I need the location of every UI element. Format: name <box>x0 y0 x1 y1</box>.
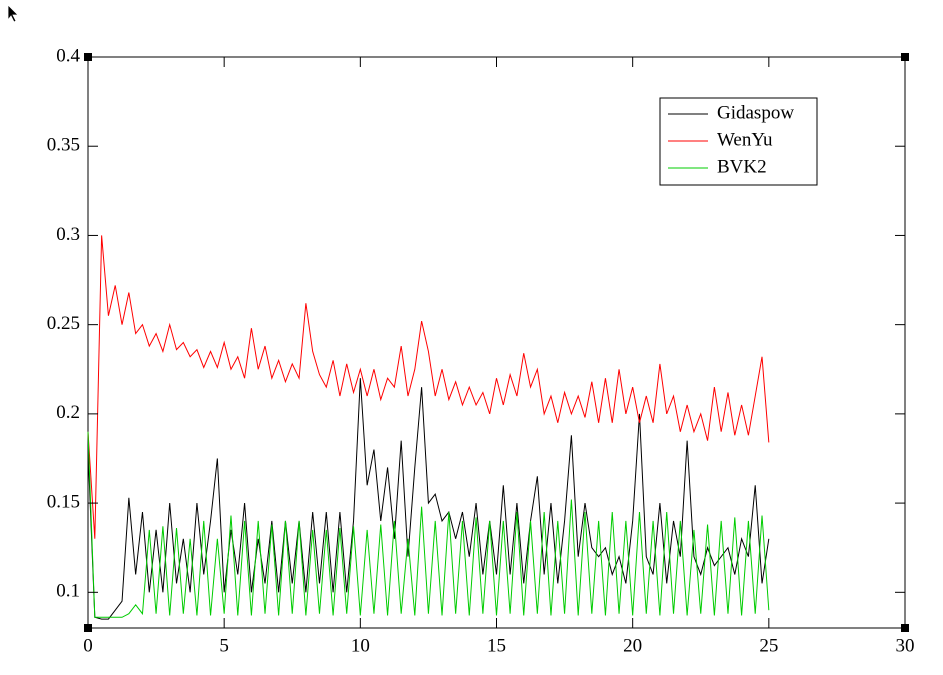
x-tick-label: 20 <box>623 635 642 656</box>
y-tick-label: 0.4 <box>56 45 80 66</box>
legend-box <box>659 97 818 186</box>
y-tick-label: 0.25 <box>47 313 80 334</box>
series-line <box>87 431 770 618</box>
legend-label: Gidaspow <box>717 102 794 123</box>
y-tick-label: 0.1 <box>56 581 80 602</box>
x-tick-label: 25 <box>759 635 778 656</box>
legend-label: BVK2 <box>717 156 767 177</box>
series-line <box>87 235 770 539</box>
mouse-cursor <box>7 4 19 23</box>
x-tick-label: 5 <box>219 635 229 656</box>
x-tick-label: 15 <box>487 635 506 656</box>
lines <box>87 235 770 620</box>
y-tick-label: 0.3 <box>56 224 80 245</box>
y-tick-label: 0.2 <box>56 402 80 423</box>
x-tick-label: 10 <box>351 635 370 656</box>
legend-label: WenYu <box>717 129 773 150</box>
y-tick-label: 0.35 <box>47 135 80 156</box>
x-tick-label: 0 <box>83 635 93 656</box>
y-tick-label: 0.15 <box>47 491 80 512</box>
x-tick-label: 30 <box>896 635 915 656</box>
